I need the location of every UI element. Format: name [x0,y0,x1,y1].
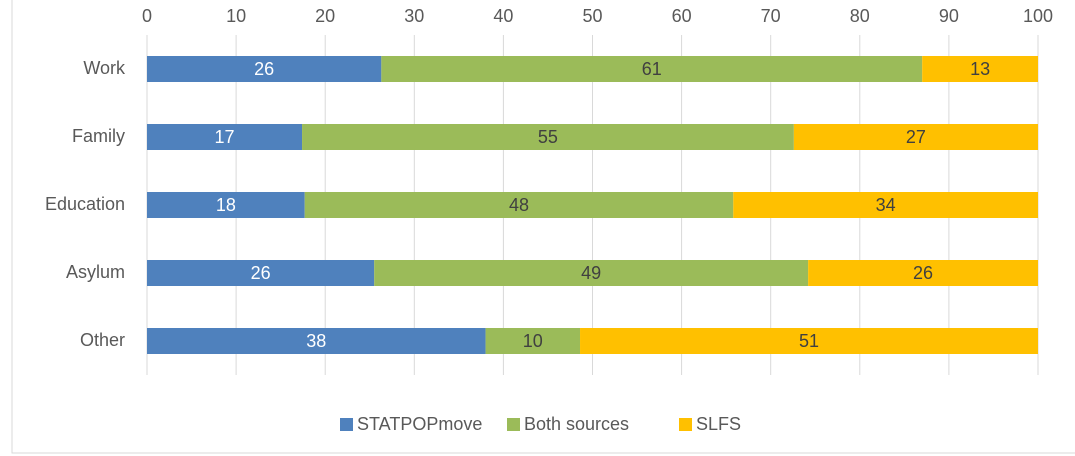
y-tick-label: Work [83,58,126,78]
bar-segment [147,328,486,354]
y-tick-label: Family [72,126,125,146]
bar-segment [808,260,1038,286]
bar-segment [374,260,809,286]
bar-segment [147,192,305,218]
bar-segment [381,56,923,82]
bar-segment [147,260,375,286]
x-tick-label: 30 [404,6,424,26]
legend-label: STATPOPmove [357,414,482,434]
legend-label: SLFS [696,414,741,434]
data-label: 13 [970,59,990,79]
data-label: 48 [509,195,529,215]
y-tick-label: Education [45,194,125,214]
bar-segment [147,56,382,82]
data-label: 10 [523,331,543,351]
x-tick-label: 10 [226,6,246,26]
chart-border [11,0,1075,454]
x-tick-label: 0 [142,6,152,26]
data-label: 26 [913,263,933,283]
bar-segment [302,124,794,150]
data-label: 51 [799,331,819,351]
legend-swatch [507,418,520,431]
data-label: 17 [215,127,235,147]
bar-segment [733,192,1038,218]
x-tick-label: 90 [939,6,959,26]
data-label: 26 [251,263,271,283]
data-label: 34 [876,195,896,215]
data-label: 49 [581,263,601,283]
legend-label: Both sources [524,414,629,434]
bar-segment [580,328,1038,354]
legend-swatch [679,418,692,431]
data-label: 26 [254,59,274,79]
legend-swatch [340,418,353,431]
x-tick-label: 70 [761,6,781,26]
x-tick-label: 80 [850,6,870,26]
bar-segment [922,56,1038,82]
bar-segment [304,192,734,218]
y-tick-label: Other [80,330,125,350]
data-label: 61 [642,59,662,79]
bar-segment [485,328,581,354]
x-tick-label: 40 [493,6,513,26]
data-label: 27 [906,127,926,147]
data-label: 38 [306,331,326,351]
bar-segment [793,124,1038,150]
x-tick-label: 20 [315,6,335,26]
y-tick-label: Asylum [66,262,125,282]
x-tick-label: 50 [582,6,602,26]
data-label: 18 [216,195,236,215]
x-tick-label: 60 [672,6,692,26]
data-label: 55 [538,127,558,147]
x-tick-label: 100 [1023,6,1053,26]
bar-segment [147,124,303,150]
